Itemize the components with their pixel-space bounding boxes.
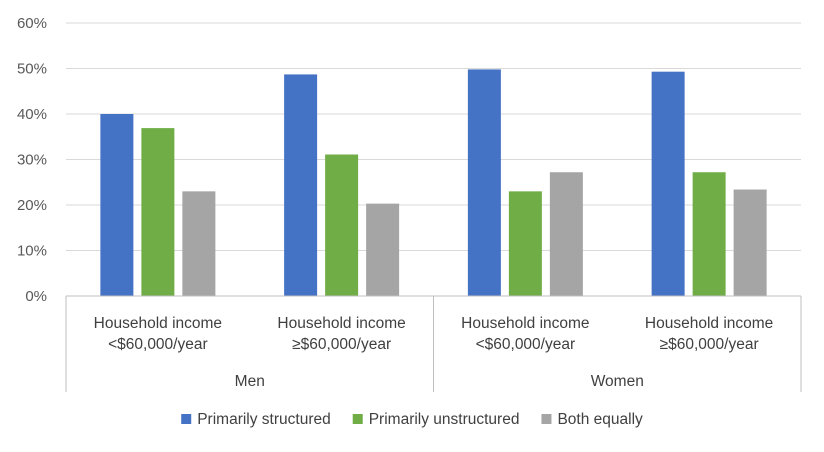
x-group-label: Men [235,373,265,390]
x-group-label: Women [591,373,644,390]
y-axis: 0% 10% 20% 30% 40% 50% 60% [17,15,47,305]
legend-label: Both equally [557,411,643,428]
legend-swatch [181,414,192,424]
bar [325,154,359,296]
y-tick-label: 40% [17,106,47,123]
legend-label: Primarily structured [197,411,331,428]
x-category-label: Household income [645,315,773,332]
bar [284,74,318,296]
bar [141,128,175,296]
legend-swatch [352,414,363,424]
bar [692,172,726,296]
y-tick-label: 10% [17,243,47,260]
y-tick-label: 20% [17,197,47,214]
y-tick-label: 30% [17,152,47,169]
bar [549,172,583,296]
x-category-label: Household income [277,315,405,332]
gridlines [66,22,801,251]
y-tick-label: 50% [17,61,47,78]
bar [467,69,501,296]
bar [733,189,767,296]
x-axis: Household income <$60,000/year Household i… [65,295,802,392]
x-category-label: <$60,000/year [476,336,576,353]
legend-swatch [541,414,552,424]
bar [182,191,216,296]
bar [100,114,134,296]
x-category-label: Household income [94,315,222,332]
x-category-label: Household income [461,315,589,332]
bar [366,203,400,296]
x-category-label: <$60,000/year [108,336,208,353]
bars [100,69,767,296]
y-tick-label: 0% [25,288,47,305]
legend-label: Primarily unstructured [369,411,520,428]
legend: Primarily structured Primarily unstructur… [181,411,643,428]
y-tick-label: 60% [17,15,47,32]
bar [651,71,685,296]
x-category-label: ≥$60,000/year [660,336,759,353]
x-category-label: ≥$60,000/year [292,336,391,353]
bar [508,191,542,296]
